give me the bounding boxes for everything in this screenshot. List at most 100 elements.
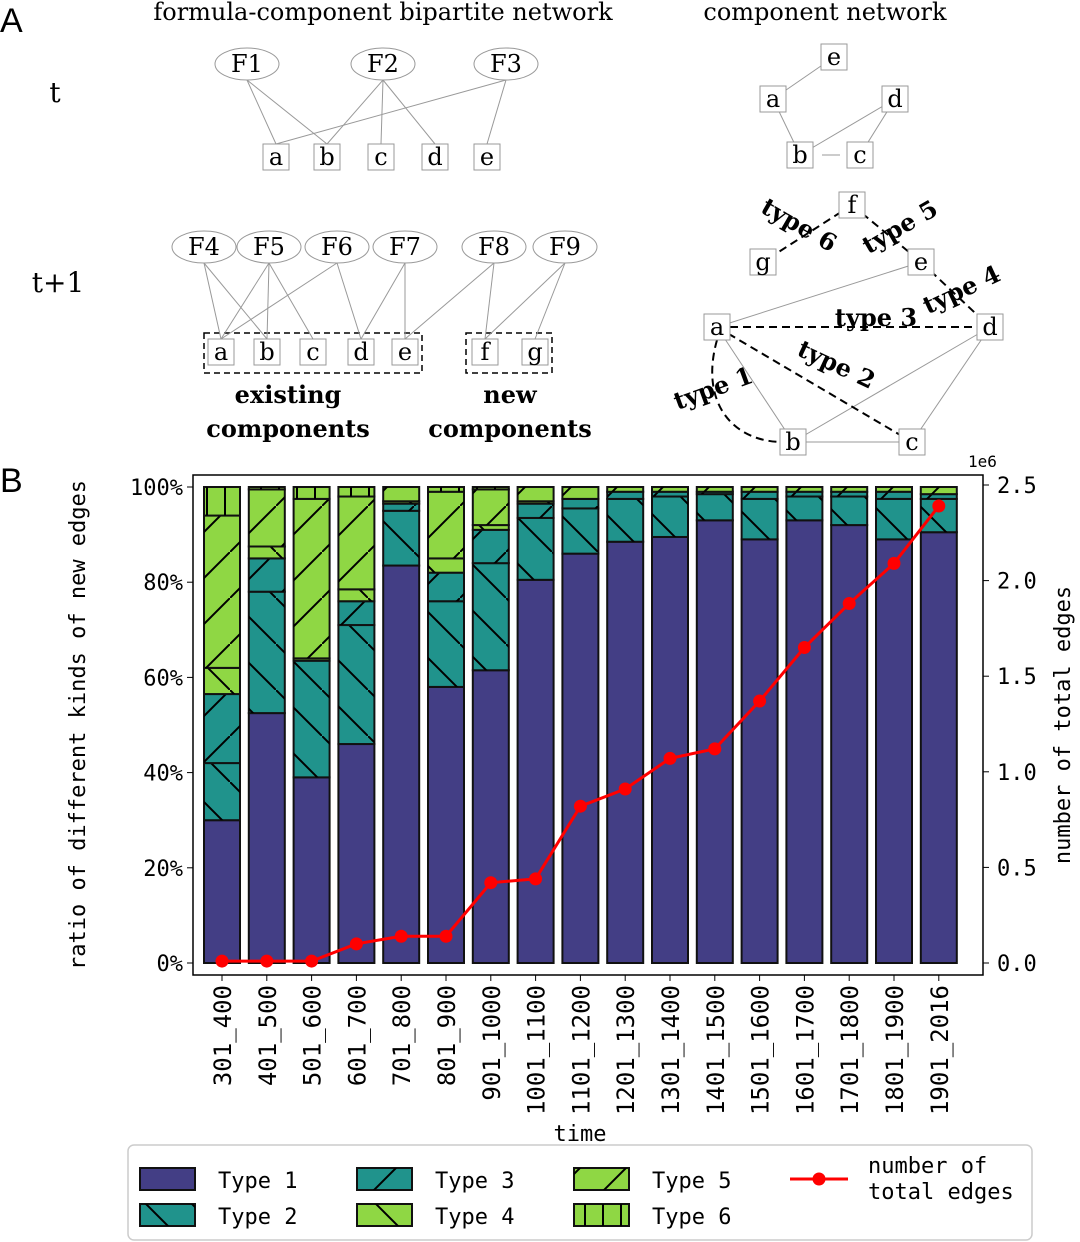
bar-hatch [472,529,509,564]
component-node [521,338,549,366]
legend-hatch [357,1168,412,1190]
formula-node [461,230,527,264]
bar-type1-segment [337,743,376,964]
x-tick-label: 1001_1100 [523,985,551,1115]
formula-label: F4 [188,233,220,261]
edge [484,262,566,340]
total-edges-point [484,876,498,890]
total-edges-point [305,954,319,968]
bar-hatch [472,525,509,530]
legend-label: Type 6 [652,1205,731,1230]
component-node [976,313,1004,341]
edge [203,262,268,340]
bar-hatch [517,487,554,502]
edge [486,79,507,145]
component-node [473,143,501,171]
x-tick-label: 1301_1400 [657,985,685,1115]
bar-hatch [920,487,957,495]
component-node [820,43,848,71]
total-edges-point [887,556,901,570]
component-label: c [306,338,319,366]
component-node [907,248,935,276]
bar-hatch [562,487,599,499]
x-tick-label: 301_400 [209,985,237,1086]
row-label-t: t [49,76,61,109]
total-edges-point [349,937,363,951]
edge [911,326,991,443]
total-edges-point [932,499,946,513]
bar-hatch [248,489,285,547]
bar-hatch [562,508,599,554]
bar-hatch [876,487,912,492]
y-tick-label: 20% [143,857,183,882]
component-label: a [710,313,724,341]
bar-hatch [472,489,509,526]
component-label: d [353,338,368,366]
x-tick-label: 1601_1700 [791,985,819,1115]
edge [275,79,507,145]
bar-hatch [876,491,912,499]
y-tick-label: 80% [143,571,183,596]
bar-hatch [428,558,464,573]
total-edges-point [753,694,767,708]
edge [336,262,362,340]
bar-hatch [428,601,464,687]
component-node [779,428,807,456]
x-tick-label: 701_800 [388,985,416,1086]
component-label: a [214,338,228,366]
bar-hatch [786,496,823,521]
y2-tick-label: 0.5 [997,856,1037,881]
existing-label: components [206,414,370,443]
legend-line-label: total edges [868,1180,1014,1205]
y2-tick-label: 2.5 [997,474,1037,499]
legend-label: Type 3 [435,1169,514,1194]
total-edges-point [842,597,856,611]
bar-type1-segment [292,776,331,964]
bar-hatch [607,491,644,499]
component-node [313,143,341,171]
bar-type1-segment [516,578,555,964]
y2-offset-label: 1e6 [968,452,997,471]
formula-label: F9 [549,233,581,261]
formula-node [473,47,539,81]
formula-node [214,47,280,81]
total-edges-point [708,742,722,756]
edge [716,326,794,443]
y2-tick-label: 0.0 [997,952,1037,977]
formula-node [236,230,302,264]
component-label: b [319,143,334,171]
bar-hatch [204,515,240,668]
type-label-2: type 2 [793,334,880,395]
bar-type1-segment [785,519,824,964]
bar-hatch [338,625,375,745]
bar-hatch [741,491,778,499]
edge [266,262,270,340]
legend-hatch [574,1168,629,1190]
component-node [391,338,419,366]
formula-node [532,230,598,264]
existing-label: existing [235,380,342,409]
new-label: components [428,414,592,443]
formula-label: F8 [478,233,510,261]
bar-hatch [428,487,464,492]
x-tick-label: 1801_1900 [881,985,909,1115]
existing-components-group [203,332,423,374]
bar-hatch [204,763,240,821]
x-axis-label: time [554,1122,607,1147]
total-edges-point [573,799,587,813]
bar-hatch [652,487,688,492]
bar-hatch [293,487,330,499]
bar-hatch [204,487,240,516]
bar-hatch [338,601,375,626]
component-network-title: component network [703,0,947,26]
y-axis-label: ratio of different kinds of new edges [66,480,91,970]
legend-hatch [574,1204,629,1226]
x-tick-label: 901_1000 [478,985,506,1101]
x-tick-label: 401_500 [254,985,282,1086]
component-label: g [755,248,770,276]
bar-hatch [428,491,464,559]
edge [716,261,922,328]
bar-hatch [920,494,957,499]
bar-hatch [383,501,420,504]
